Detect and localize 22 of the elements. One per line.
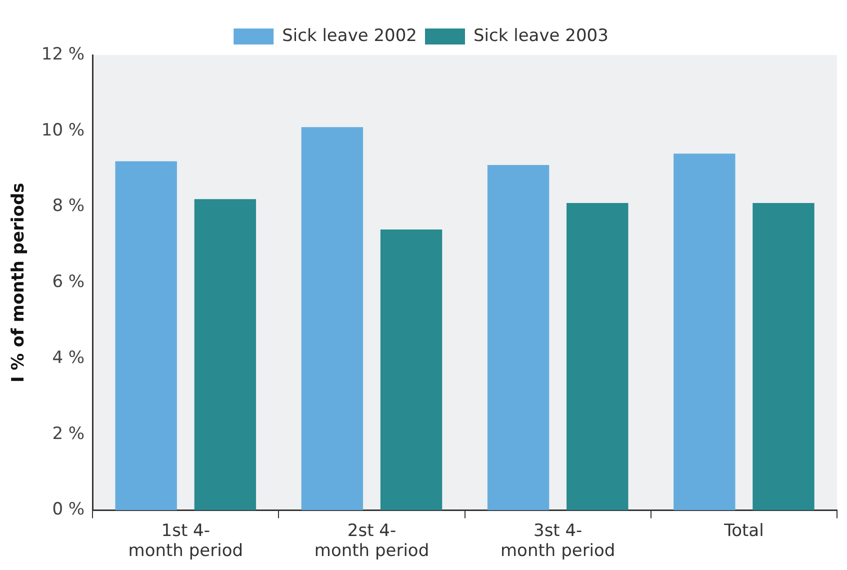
x-tick-label: 1st 4- month period: [128, 520, 244, 562]
bar: [380, 229, 442, 510]
y-tick-label: 12 %: [41, 44, 85, 64]
x-tick-label: Total: [723, 520, 764, 541]
y-tick-label: 2 %: [52, 424, 85, 444]
legend-label: Sick leave 2002: [282, 26, 418, 46]
bar: [752, 202, 814, 510]
y-tick-label: 4 %: [52, 348, 85, 368]
bar: [487, 165, 550, 510]
legend-label: Sick leave 2003: [474, 26, 608, 46]
y-tick-label: 6 %: [52, 272, 85, 292]
y-tick-label: 8 %: [52, 196, 85, 216]
y-tick-label: 10 %: [41, 120, 85, 140]
bar: [566, 202, 628, 510]
bar: [674, 154, 736, 510]
y-tick-label: 0 %: [52, 500, 85, 520]
bar: [301, 127, 364, 510]
y-axis-title: I % of month periods: [8, 182, 29, 382]
bar: [115, 161, 177, 510]
x-tick-label: 2st 4- month period: [314, 520, 430, 562]
bar: [194, 199, 256, 510]
x-tick-label: 3st 4- month period: [500, 520, 616, 562]
